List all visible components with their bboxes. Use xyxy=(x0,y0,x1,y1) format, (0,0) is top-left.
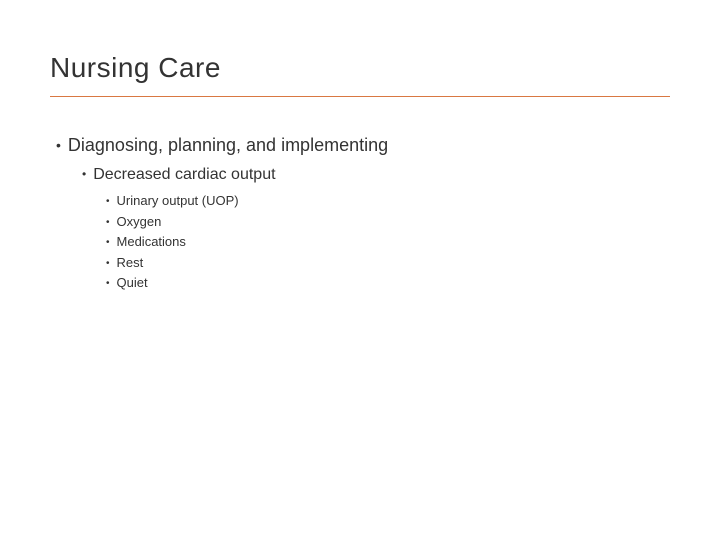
bullet-level-3: • Quiet xyxy=(106,274,670,292)
bullet-level-3: • Urinary output (UOP) xyxy=(106,192,670,210)
bullet-dot-icon: • xyxy=(82,167,86,181)
bullet-l3-text: Urinary output (UOP) xyxy=(117,192,239,210)
bullet-level-3: • Medications xyxy=(106,233,670,251)
bullet-l1-text: Diagnosing, planning, and implementing xyxy=(68,135,388,156)
bullet-dot-icon: • xyxy=(106,216,110,230)
bullet-l3-text: Rest xyxy=(117,254,144,272)
slide-container: Nursing Care • Diagnosing, planning, and… xyxy=(0,0,720,540)
bullet-dot-icon: • xyxy=(56,137,61,153)
title-divider xyxy=(50,96,670,97)
bullet-level-1: • Diagnosing, planning, and implementing xyxy=(56,135,670,156)
bullet-dot-icon: • xyxy=(106,236,110,250)
bullet-level-2: • Decreased cardiac output xyxy=(82,166,670,184)
bullet-level-3: • Oxygen xyxy=(106,213,670,231)
bullet-dot-icon: • xyxy=(106,257,110,271)
bullet-l3-text: Medications xyxy=(117,233,186,251)
bullet-dot-icon: • xyxy=(106,195,110,209)
bullet-dot-icon: • xyxy=(106,277,110,291)
bullet-l3-text: Quiet xyxy=(117,274,148,292)
bullet-l3-text: Oxygen xyxy=(117,213,162,231)
slide-title: Nursing Care xyxy=(50,52,670,84)
bullet-level-3: • Rest xyxy=(106,254,670,272)
bullet-l2-text: Decreased cardiac output xyxy=(93,166,275,184)
